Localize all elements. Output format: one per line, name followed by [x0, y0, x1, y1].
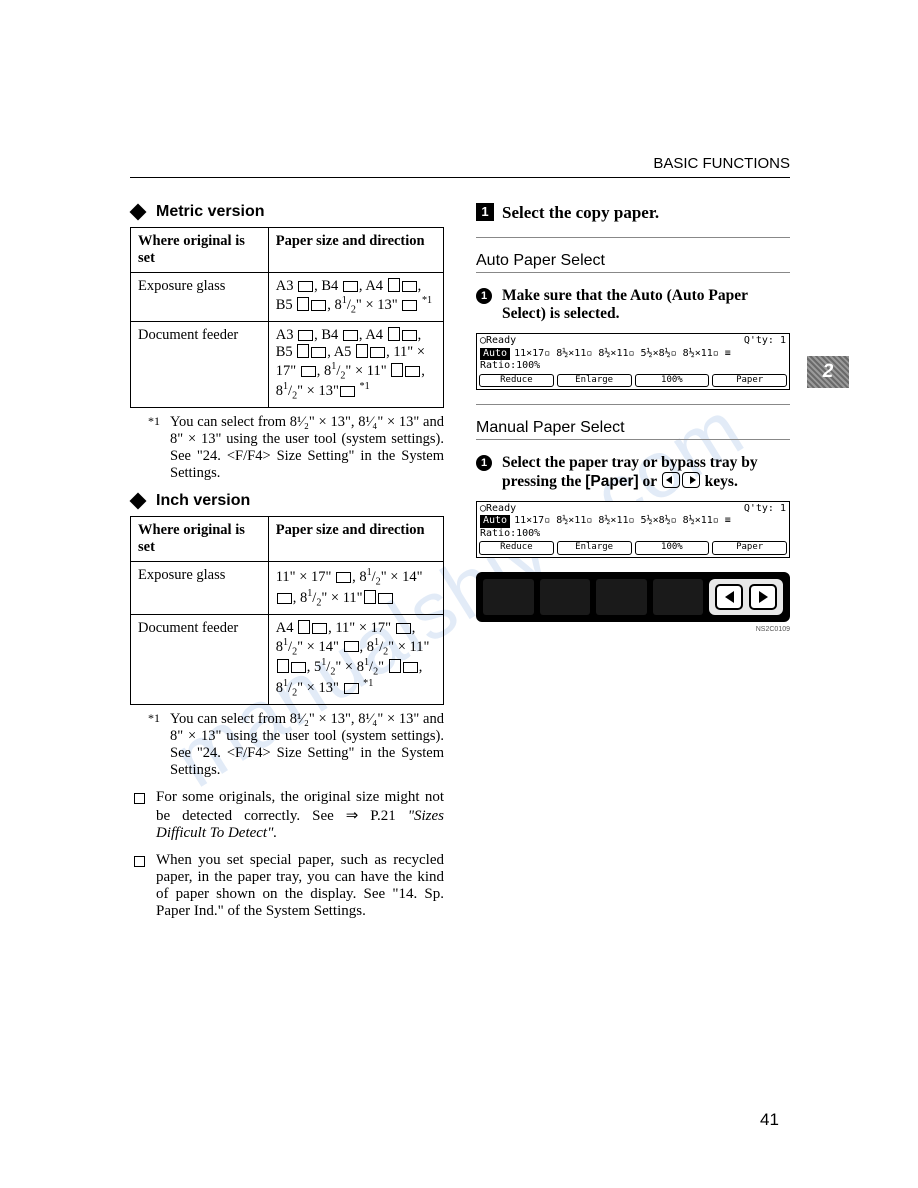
footnote-mark: *1 [148, 414, 160, 429]
step-number-box: 1 [476, 203, 494, 221]
bullet-2: When you set special paper, such as recy… [130, 852, 444, 920]
auto-instruction-text: Make sure that the Auto (Auto Paper Sele… [502, 287, 748, 322]
diamond-icon [130, 493, 147, 510]
metric-r1c2: A3 , B4 , A4 , B5 , 81/2" × 13" *1 [268, 273, 443, 322]
substep-1-icon: 1 [476, 288, 492, 304]
inch-title: Inch version [156, 492, 250, 509]
square-bullet-icon [134, 856, 145, 867]
metric-r1c1: Exposure glass [131, 273, 269, 322]
lcd-paper-button[interactable]: Paper [712, 541, 787, 554]
inch-r2c1: Document feeder [131, 614, 269, 704]
step-1-title: Select the copy paper. [502, 203, 659, 222]
divider [476, 272, 790, 273]
metric-table: Where original is set Paper size and dir… [130, 227, 444, 408]
divider [476, 237, 790, 238]
metric-r2c2: A3 , B4 , A4 , B5 , A5 , 11" × 17" , 81/… [268, 321, 443, 407]
metric-version-heading: Metric version [130, 203, 444, 221]
lcd-100-button[interactable]: 100% [635, 541, 710, 554]
lcd-reduce-button[interactable]: Reduce [479, 374, 554, 387]
lcd-sizes: 11×17▫ 8½×11▫ 8½×11▫ 5½×8½▫ 8½×11▫ ≡ [514, 348, 731, 361]
metric-th2: Paper size and direction [268, 228, 443, 273]
bullet-1-text-a: For some originals, the original size mi… [156, 789, 444, 824]
step-1-heading: 1 Select the copy paper. [476, 203, 790, 223]
substep-1-icon: 1 [476, 455, 492, 471]
page-header: BASIC FUNCTIONS [653, 155, 790, 172]
right-column: 1 Select the copy paper. Auto Paper Sele… [476, 203, 790, 930]
manual-instruction: 1 Select the paper tray or bypass tray b… [476, 454, 790, 491]
footnote-1-text: You can select from 8¹⁄₂" × 13", 8¹⁄₄" ×… [170, 414, 444, 481]
lcd-enlarge-button[interactable]: Enlarge [557, 374, 632, 387]
divider [476, 439, 790, 440]
arrow-keys-group [709, 579, 783, 615]
lcd-reduce-button[interactable]: Reduce [479, 541, 554, 554]
footnote-2-text: You can select from 8¹⁄₂" × 13", 8¹⁄₄" ×… [170, 711, 444, 778]
lcd-sizes: 11×17▫ 8½×11▫ 8½×11▫ 5½×8½▫ 8½×11▫ ≡ [514, 515, 731, 528]
bullet-2-text: When you set special paper, such as recy… [156, 852, 444, 919]
inch-th2: Paper size and direction [268, 517, 443, 562]
key-slot [653, 579, 704, 615]
inch-r1c2: 11" × 17" , 81/2" × 14" , 81/2" × 11" [268, 562, 443, 614]
key-slot [540, 579, 591, 615]
lcd-display-manual: ◯Ready Q'ty: 1 Auto 11×17▫ 8½×11▫ 8½×11▫… [476, 501, 790, 558]
inch-table: Where original is set Paper size and dir… [130, 516, 444, 705]
lcd-ratio: Ratio:100% [478, 528, 788, 541]
lcd-ready: ◯Ready [480, 335, 516, 348]
bullet-1: For some originals, the original size mi… [130, 789, 444, 842]
lcd-100-button[interactable]: 100% [635, 374, 710, 387]
two-columns: Metric version Where original is set Pap… [130, 203, 790, 930]
manual-paper-select-label: Manual Paper Select [476, 419, 790, 437]
right-arrow-button[interactable] [749, 584, 777, 610]
lcd-paper-button[interactable]: Paper [712, 374, 787, 387]
figure-id: NS2C0109 [476, 626, 790, 633]
header-rule [130, 177, 790, 178]
auto-instruction: 1 Make sure that the Auto (Auto Paper Se… [476, 287, 790, 323]
lcd-qty: Q'ty: 1 [744, 335, 786, 348]
square-bullet-icon [134, 793, 145, 804]
right-arrow-key-icon [682, 472, 700, 488]
diamond-icon [130, 204, 147, 221]
lcd-auto-selected: Auto [480, 515, 510, 528]
divider [476, 404, 790, 405]
inch-r2c2: A4 , 11" × 17" , 81/2" × 14" , 81/2" × 1… [268, 614, 443, 704]
keypad-illustration [476, 572, 790, 622]
lcd-enlarge-button[interactable]: Enlarge [557, 541, 632, 554]
inch-version-heading: Inch version [130, 492, 444, 510]
footnote-2: *1 You can select from 8¹⁄₂" × 13", 8¹⁄₄… [130, 711, 444, 779]
lcd-ready: ◯Ready [480, 503, 516, 516]
manual-instr-d: keys. [705, 473, 738, 490]
manual-instr-c: or [639, 473, 661, 490]
left-arrow-button[interactable] [715, 584, 743, 610]
chapter-tab: 2 [807, 356, 849, 388]
lcd-display-auto: ◯Ready Q'ty: 1 Auto 11×17▫ 8½×11▫ 8½×11▫… [476, 333, 790, 390]
footnote-1: *1 You can select from 8¹⁄₂" × 13", 8¹⁄₄… [130, 414, 444, 482]
key-slot [596, 579, 647, 615]
metric-r2c1: Document feeder [131, 321, 269, 407]
metric-title: Metric version [156, 203, 264, 220]
inch-r1c1: Exposure glass [131, 562, 269, 614]
inch-th1: Where original is set [131, 517, 269, 562]
lcd-qty: Q'ty: 1 [744, 503, 786, 516]
left-arrow-key-icon [662, 472, 680, 488]
auto-paper-select-label: Auto Paper Select [476, 252, 790, 270]
key-slot [483, 579, 534, 615]
paper-key-label: [Paper] [585, 473, 638, 490]
footnote-mark: *1 [148, 711, 160, 726]
lcd-auto-selected: Auto [480, 348, 510, 361]
lcd-ratio: Ratio:100% [478, 360, 788, 373]
left-column: Metric version Where original is set Pap… [130, 203, 444, 930]
page-number: 41 [760, 1110, 779, 1130]
metric-th1: Where original is set [131, 228, 269, 273]
